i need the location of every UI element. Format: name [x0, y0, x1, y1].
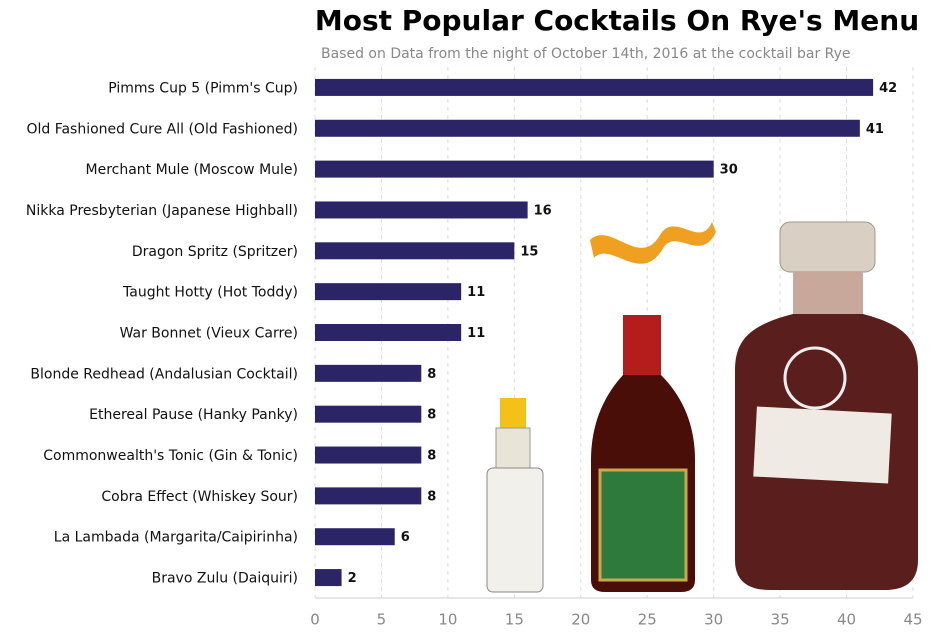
cacao-label [598, 468, 688, 582]
x-tick-label: 5 [377, 611, 387, 629]
x-tick-label: 10 [438, 611, 457, 629]
bitters-cap [500, 398, 526, 428]
bar [315, 487, 422, 505]
value-label: 15 [520, 244, 538, 259]
value-label: 8 [427, 367, 436, 382]
bar [315, 283, 462, 301]
bar [315, 446, 422, 464]
y-tick-label: Taught Hotty (Hot Toddy) [122, 285, 298, 301]
value-label: 42 [879, 81, 897, 96]
rye-label [753, 406, 892, 484]
cacao-neck [623, 315, 661, 375]
bar [315, 242, 515, 260]
y-tick-label: War Bonnet (Vieux Carre) [120, 326, 298, 342]
rye-stopper [779, 221, 876, 273]
y-tick-label: Cobra Effect (Whiskey Sour) [101, 489, 298, 505]
bars: Pimms Cup 5 (Pimm's Cup) 42 Old Fashioned … [26, 78, 897, 587]
value-label: 16 [534, 203, 552, 218]
y-tick-label: Old Fashioned Cure All (Old Fashioned) [26, 121, 298, 137]
y-tick-label: Nikka Presbyterian (Japanese Highball) [26, 203, 298, 219]
bar [315, 405, 422, 423]
x-tick-label: 40 [837, 611, 856, 629]
value-label: 8 [427, 489, 436, 504]
y-tick-label: Pimms Cup 5 (Pimm's Cup) [108, 80, 298, 96]
value-label: 8 [427, 408, 436, 423]
rye-logo [783, 346, 847, 410]
y-tick-label: La Lambada (Margarita/Caipirinha) [54, 530, 298, 546]
rye-neck [793, 272, 863, 314]
bar [315, 160, 714, 178]
bitters-body [486, 467, 544, 593]
value-label: 41 [866, 122, 884, 137]
x-tick-label: 0 [310, 611, 320, 629]
value-label: 11 [467, 285, 485, 300]
x-tick-label: 20 [571, 611, 590, 629]
x-tick-label: 15 [505, 611, 524, 629]
illustrations [486, 221, 918, 593]
value-label: 30 [720, 163, 738, 178]
value-label: 11 [467, 326, 485, 341]
bar [315, 324, 462, 341]
y-tick-label: Merchant Mule (Moscow Mule) [86, 162, 299, 178]
value-label: 2 [348, 571, 357, 586]
value-label: 8 [427, 449, 436, 464]
bar [315, 528, 395, 546]
orange-peel [590, 222, 716, 264]
y-tick-label: Ethereal Pause (Hanky Panky) [89, 407, 298, 423]
chart-title: Most Popular Cocktails On Rye's Menu [315, 4, 919, 37]
x-tick-label: 30 [704, 611, 723, 629]
x-tick-label: 45 [903, 611, 922, 629]
value-label: 6 [401, 530, 410, 545]
bar [315, 78, 874, 96]
y-tick-label: Dragon Spritz (Spritzer) [132, 244, 298, 260]
x-tick-label: 35 [771, 611, 790, 629]
y-tick-label: Blonde Redhead (Andalusian Cocktail) [30, 366, 298, 382]
bar [315, 569, 342, 587]
bitters-neck [495, 427, 531, 469]
bar [315, 119, 860, 137]
bar [315, 201, 528, 219]
y-tick-label: Commonwealth's Tonic (Gin & Tonic) [43, 448, 298, 464]
chart-subtitle: Based on Data from the night of October … [321, 46, 851, 62]
x-tick-label: 25 [638, 611, 657, 629]
bar [315, 364, 422, 382]
y-tick-label: Bravo Zulu (Daiquiri) [152, 571, 298, 587]
